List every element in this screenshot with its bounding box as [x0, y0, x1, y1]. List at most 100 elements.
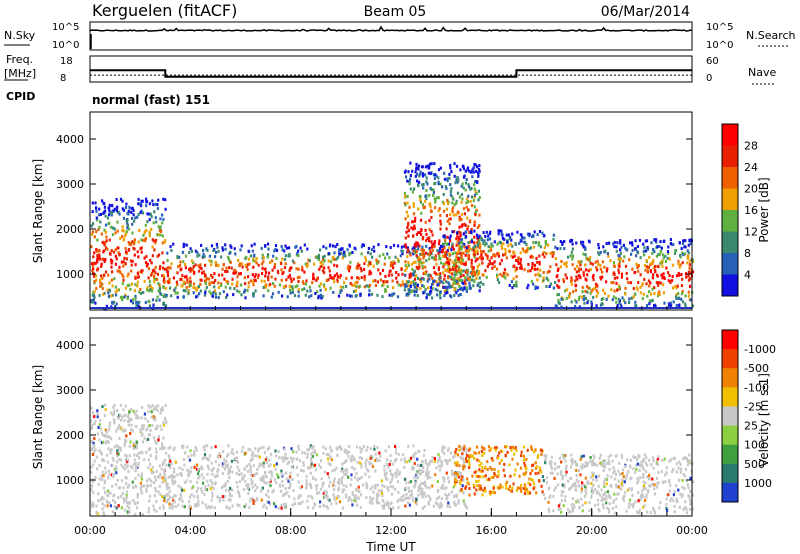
- heatmap-cell: [455, 255, 458, 259]
- heatmap-cell: [620, 455, 624, 459]
- heatmap-cell: [111, 413, 114, 417]
- nsky-trace: [89, 25, 693, 32]
- heatmap-cell: [593, 456, 596, 460]
- heatmap-cell: [152, 303, 155, 307]
- heatmap-cell: [684, 294, 687, 298]
- heatmap-cell: [474, 249, 477, 253]
- heatmap-cell: [103, 273, 106, 277]
- heatmap-cell: [112, 458, 115, 462]
- heatmap-cell: [612, 295, 616, 299]
- heatmap-cell: [403, 457, 406, 461]
- heatmap-cell: [273, 502, 276, 506]
- heatmap-cell: [277, 271, 280, 275]
- heatmap-cell: [104, 258, 107, 261]
- heatmap-cell: [683, 487, 686, 490]
- heatmap-cell: [471, 175, 474, 179]
- heatmap-cell: [163, 468, 166, 472]
- heatmap-cell: [566, 288, 569, 292]
- heatmap-cell: [478, 263, 481, 267]
- heatmap-cell: [165, 421, 168, 425]
- heatmap-cell: [135, 425, 138, 428]
- heatmap-cell: [334, 245, 337, 249]
- heatmap-cell: [221, 267, 224, 271]
- heatmap-cell: [587, 269, 590, 273]
- heatmap-cell: [568, 510, 571, 514]
- heatmap-cell: [157, 282, 160, 285]
- heatmap-cell: [399, 254, 402, 258]
- heatmap-cell: [424, 484, 427, 487]
- heatmap-cell: [253, 275, 256, 279]
- heatmap-cell: [222, 263, 225, 267]
- heatmap-cell: [489, 492, 492, 496]
- heatmap-cell: [438, 277, 441, 281]
- heatmap-cell: [411, 496, 414, 500]
- heatmap-cell: [297, 294, 300, 298]
- heatmap-cell: [455, 202, 458, 205]
- heatmap-cell: [169, 445, 172, 449]
- heatmap-cell: [157, 198, 160, 202]
- heatmap-cell: [127, 241, 130, 244]
- heatmap-cell: [420, 481, 423, 485]
- velocity-cells: [90, 403, 695, 517]
- heatmap-cell: [682, 252, 685, 256]
- heatmap-cell: [131, 222, 134, 226]
- heatmap-cell: [250, 482, 253, 486]
- heatmap-cell: [457, 257, 460, 261]
- heatmap-cell: [473, 162, 476, 166]
- heatmap-cell: [632, 287, 635, 291]
- heatmap-cell: [371, 465, 375, 468]
- heatmap-cell: [140, 238, 143, 242]
- heatmap-cell: [404, 269, 407, 272]
- heatmap-cell: [344, 448, 347, 452]
- heatmap-cell: [192, 282, 196, 286]
- heatmap-cell: [154, 486, 157, 490]
- heatmap-cell: [425, 189, 428, 193]
- heatmap-cell: [426, 467, 429, 471]
- heatmap-cell: [339, 274, 342, 277]
- heatmap-cell: [105, 430, 108, 434]
- heatmap-cell: [113, 409, 116, 413]
- heatmap-cell: [683, 252, 687, 256]
- heatmap-cell: [493, 265, 496, 268]
- heatmap-cell: [125, 482, 128, 486]
- heatmap-cell: [508, 237, 511, 241]
- heatmap-cell: [223, 458, 226, 462]
- heatmap-cell: [216, 454, 219, 458]
- heatmap-cell: [252, 265, 255, 269]
- heatmap-cell: [405, 210, 408, 214]
- heatmap-cell: [466, 477, 469, 481]
- heatmap-cell: [513, 447, 516, 451]
- heatmap-cell: [374, 486, 377, 490]
- heatmap-cell: [141, 269, 144, 273]
- heatmap-cell: [514, 269, 517, 273]
- heatmap-cell: [406, 201, 409, 205]
- heatmap-cell: [102, 440, 105, 444]
- heatmap-cell: [363, 267, 366, 271]
- heatmap-cell: [102, 497, 105, 501]
- heatmap-cell: [407, 221, 410, 225]
- heatmap-cell: [638, 508, 641, 512]
- heatmap-cell: [340, 289, 343, 292]
- heatmap-cell: [230, 494, 233, 498]
- heatmap-cell: [505, 233, 508, 237]
- heatmap-cell: [124, 293, 127, 297]
- heatmap-cell: [447, 480, 450, 484]
- heatmap-cell: [156, 206, 159, 210]
- heatmap-cell: [314, 503, 317, 507]
- heatmap-cell: [486, 478, 489, 482]
- heatmap-cell: [480, 450, 483, 453]
- heatmap-cell: [110, 211, 114, 215]
- heatmap-cell: [267, 278, 270, 282]
- colorbar-tick-label: 28: [744, 140, 758, 153]
- heatmap-cell: [397, 273, 400, 277]
- heatmap-cell: [227, 498, 230, 502]
- heatmap-cell: [459, 472, 462, 476]
- freq-label: Freq.: [6, 53, 33, 66]
- heatmap-cell: [319, 500, 322, 504]
- heatmap-cell: [408, 481, 411, 484]
- heatmap-cell: [139, 247, 142, 251]
- heatmap-cell: [550, 455, 553, 459]
- heatmap-cell: [608, 510, 611, 514]
- heatmap-cell: [156, 272, 160, 276]
- heatmap-cell: [459, 482, 462, 486]
